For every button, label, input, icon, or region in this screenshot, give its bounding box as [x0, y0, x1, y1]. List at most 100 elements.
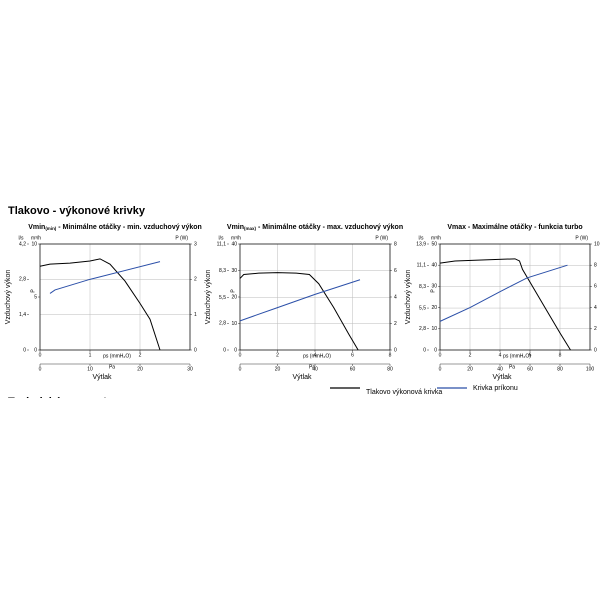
y-ls-tick-label: 13,9 [416, 241, 426, 247]
title-main: Vmin [28, 224, 45, 231]
y-axis-label: Vzduchový výkon [5, 270, 12, 325]
x-tick-label: 40 [312, 366, 318, 372]
x-tick-label: 20 [467, 366, 473, 372]
x-axis-label: Výtlak [92, 374, 112, 381]
curve [439, 258, 571, 351]
y2-tick-label: 1 [194, 312, 197, 318]
x-mm-tick-label: 0 [439, 352, 442, 358]
unit-m3h: m³/h [31, 235, 41, 241]
y-ls-tick-label: 2,8 [219, 321, 226, 327]
plot-frame [439, 243, 591, 351]
y2-tick-label: 6 [594, 284, 597, 290]
x-mm-tick-label: 0 [239, 352, 242, 358]
x-mm-tick-label: 2 [139, 352, 142, 358]
y2-tick-label: 8 [594, 263, 597, 269]
y-tick-label: 40 [231, 241, 237, 247]
x-mm-tick-label: 8 [389, 352, 392, 358]
x-tick-label: 100 [586, 366, 595, 372]
unit-ls: l/s [19, 235, 25, 241]
x-tick-label: 0 [239, 366, 242, 372]
y2-tick-label: 2 [394, 321, 397, 327]
unit-pa: Pa [309, 364, 315, 370]
unit-pa: Pa [509, 364, 515, 370]
unit-w: P (W) [575, 235, 588, 241]
y-ls-tick-label: 8,3 [419, 284, 426, 290]
title-main: Vmin [227, 224, 244, 231]
y-tick-label: 0 [434, 347, 437, 353]
title-sub: (max) [244, 226, 257, 231]
curve [239, 279, 361, 322]
curve [49, 261, 161, 294]
y-ls-tick-label: 11,1 [217, 241, 227, 247]
y-tick-label: 50 [431, 241, 437, 247]
chart-title: Vmin(max) - Minimálne otáčky - max. vzdu… [227, 224, 403, 231]
y-tick-label: 10 [31, 241, 37, 247]
y2-tick-label: 6 [394, 268, 397, 274]
x-mm-tick-label: 4 [499, 352, 502, 358]
y-axis-label: Vzduchový výkon [405, 270, 412, 325]
y-ls-tick-label: 0 [423, 347, 426, 353]
legend-label: Tlakovo výkonová krivka [366, 389, 442, 396]
y-tick-label: 10 [431, 326, 437, 332]
section-title: Technické parametre [8, 396, 117, 408]
x-axis-label: Výtlak [292, 374, 312, 381]
x-mm-tick-label: 2 [469, 352, 472, 358]
y2-tick-label: 0 [594, 347, 597, 353]
chart-title: Vmin(min) - Minimálne otáčky - min. vzdu… [28, 224, 202, 231]
unit-m3h: m³/h [231, 235, 241, 241]
y-tick-label: 30 [431, 284, 437, 290]
y-tick-label: 0 [234, 347, 237, 353]
y2-tick-label: 2 [194, 277, 197, 283]
unit-pa: Pa [109, 364, 115, 370]
y-ls-tick-label: 8,3 [219, 268, 226, 274]
x-tick-label: 20 [275, 366, 281, 372]
y-tick-label: 10 [231, 321, 237, 327]
y2-tick-label: 2 [594, 326, 597, 332]
y-ls-tick-label: 0 [223, 347, 226, 353]
x-tick-label: 60 [527, 366, 533, 372]
x-mm-tick-label: 1 [89, 352, 92, 358]
legend-label: Krivka príkonu [473, 385, 518, 392]
x-tick-label: 40 [497, 366, 503, 372]
y-ls-tick-label: 5,5 [419, 305, 426, 311]
x-tick-label: 20 [137, 366, 143, 372]
y-tick-label: 30 [231, 268, 237, 274]
curve [39, 258, 161, 351]
y-ls-tick-label: 4,2 [19, 241, 26, 247]
x-mm-tick-label: 2 [276, 352, 279, 358]
unit-mm: ps (mmH₂O) [503, 353, 531, 359]
y-ls-tick-label: 0 [23, 347, 26, 353]
y-ls-tick-label: 2,8 [419, 326, 426, 332]
y2-tick-label: 0 [194, 347, 197, 353]
x-tick-label: 30 [187, 366, 193, 372]
unit-m3h: m³/h [431, 235, 441, 241]
unit-ls: l/s [419, 235, 425, 241]
x-tick-label: 10 [87, 366, 93, 372]
y2-tick-label: 10 [594, 241, 600, 247]
y2-tick-label: 4 [594, 305, 597, 311]
title-rest: - Minimálne otáčky - min. vzduchový výko… [56, 224, 201, 231]
y-axis-label: Vzduchový výkon [205, 270, 212, 325]
y-tick-label: 0 [34, 347, 37, 353]
y-ls-tick-label: 5,5 [219, 295, 226, 301]
title-main: Vmax - Maximálne otáčky - funkcia turbo [447, 224, 582, 231]
page-title: Tlakovo - výkonové krivky [8, 205, 146, 217]
x-tick-label: 0 [39, 366, 42, 372]
y-tick-label: 20 [431, 305, 437, 311]
x-tick-label: 60 [350, 366, 356, 372]
unit-mm: ps (mmH₂O) [303, 353, 331, 359]
x-mm-tick-label: 0 [39, 352, 42, 358]
y-tick-label: 5 [34, 294, 37, 300]
x-axis-label: Výtlak [492, 374, 512, 381]
y-ls-tick-label: 11,1 [417, 263, 427, 269]
y-tick-label: 40 [431, 263, 437, 269]
x-mm-tick-label: 8 [559, 352, 562, 358]
y-symbol: P [230, 289, 236, 293]
x-mm-tick-label: 6 [529, 352, 532, 358]
unit-w: P (W) [375, 235, 388, 241]
y-ls-tick-label: 2,8 [19, 277, 26, 283]
y-symbol: P [30, 289, 36, 293]
y2-tick-label: 8 [394, 241, 397, 247]
y2-tick-label: 3 [194, 241, 197, 247]
